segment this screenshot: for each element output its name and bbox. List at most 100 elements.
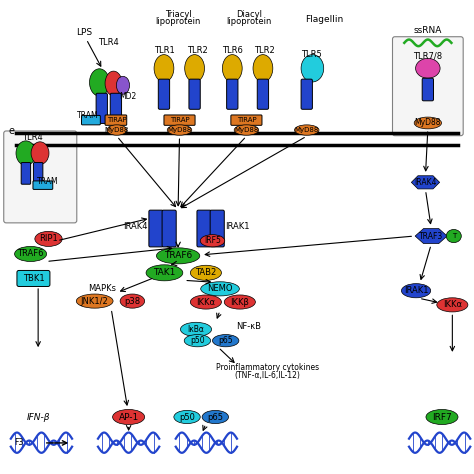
Text: IRF5: IRF5 xyxy=(204,236,221,245)
Text: p65: p65 xyxy=(219,336,233,345)
Text: AP-1: AP-1 xyxy=(118,412,139,421)
Ellipse shape xyxy=(113,410,145,425)
FancyBboxPatch shape xyxy=(105,115,127,125)
Text: TRAF6: TRAF6 xyxy=(18,249,44,258)
FancyBboxPatch shape xyxy=(422,78,434,101)
Text: TAB2: TAB2 xyxy=(195,268,217,277)
Text: IFN-β: IFN-β xyxy=(27,412,50,421)
FancyBboxPatch shape xyxy=(4,131,77,223)
Ellipse shape xyxy=(146,265,183,281)
FancyBboxPatch shape xyxy=(110,93,121,123)
Text: p50: p50 xyxy=(190,336,205,345)
FancyBboxPatch shape xyxy=(189,79,200,109)
Text: TIRAP: TIRAP xyxy=(107,117,127,123)
Text: lipoprotein: lipoprotein xyxy=(226,17,272,26)
Text: lipoprotein: lipoprotein xyxy=(155,17,201,26)
Ellipse shape xyxy=(224,295,255,309)
Polygon shape xyxy=(415,228,447,244)
Text: LPS: LPS xyxy=(76,27,92,36)
FancyBboxPatch shape xyxy=(164,115,195,125)
Text: MD2: MD2 xyxy=(119,92,137,101)
Text: IRAK4: IRAK4 xyxy=(414,178,437,187)
Text: MyD88: MyD88 xyxy=(294,127,319,133)
Text: MyD88: MyD88 xyxy=(167,127,191,133)
Ellipse shape xyxy=(181,322,211,337)
Text: Proinflammatory cytokines: Proinflammatory cytokines xyxy=(216,364,319,373)
FancyBboxPatch shape xyxy=(82,116,100,125)
Ellipse shape xyxy=(202,410,228,424)
Ellipse shape xyxy=(301,55,324,82)
Ellipse shape xyxy=(212,335,239,347)
Text: (TNF-α,IL-6,IL-12): (TNF-α,IL-6,IL-12) xyxy=(235,371,301,380)
FancyBboxPatch shape xyxy=(227,79,238,109)
Text: MyD88: MyD88 xyxy=(234,127,259,133)
Text: NF-κB: NF-κB xyxy=(236,322,261,331)
Text: MyD88: MyD88 xyxy=(105,127,129,133)
Text: IKKβ: IKKβ xyxy=(230,298,249,307)
Text: p65: p65 xyxy=(207,412,223,421)
Text: TRAM: TRAM xyxy=(77,111,99,120)
Text: TLR2: TLR2 xyxy=(187,46,207,55)
Ellipse shape xyxy=(222,55,242,82)
Text: TLR6: TLR6 xyxy=(222,46,243,55)
Text: p38: p38 xyxy=(124,297,140,306)
Ellipse shape xyxy=(31,142,49,164)
Text: TIRAP: TIRAP xyxy=(170,117,189,123)
Ellipse shape xyxy=(154,55,174,82)
Text: TLR7/8: TLR7/8 xyxy=(413,51,442,60)
Ellipse shape xyxy=(191,265,221,280)
FancyBboxPatch shape xyxy=(301,79,312,109)
Ellipse shape xyxy=(437,298,468,312)
Text: T: T xyxy=(452,233,456,239)
Ellipse shape xyxy=(156,248,200,264)
Text: IKKα: IKKα xyxy=(196,298,215,307)
Ellipse shape xyxy=(184,335,210,347)
Ellipse shape xyxy=(414,117,441,129)
Text: F3: F3 xyxy=(15,438,24,447)
FancyBboxPatch shape xyxy=(392,36,463,136)
Text: JNK1/2: JNK1/2 xyxy=(81,297,109,306)
Text: TRAF6: TRAF6 xyxy=(164,251,192,260)
FancyBboxPatch shape xyxy=(257,79,269,109)
Ellipse shape xyxy=(253,55,273,82)
Ellipse shape xyxy=(426,410,458,425)
Ellipse shape xyxy=(200,235,225,247)
FancyBboxPatch shape xyxy=(96,93,108,123)
Ellipse shape xyxy=(191,295,221,309)
FancyBboxPatch shape xyxy=(34,163,43,184)
Ellipse shape xyxy=(446,229,461,243)
Ellipse shape xyxy=(167,125,192,135)
FancyBboxPatch shape xyxy=(162,210,176,247)
Ellipse shape xyxy=(294,125,319,135)
Ellipse shape xyxy=(35,231,62,246)
Text: TBK1: TBK1 xyxy=(23,274,44,283)
Ellipse shape xyxy=(401,283,431,298)
Ellipse shape xyxy=(15,246,46,262)
Text: TLR5: TLR5 xyxy=(301,50,321,59)
Text: ssRNA: ssRNA xyxy=(414,26,442,35)
Text: IRAK1: IRAK1 xyxy=(225,222,250,231)
Text: IRAK1: IRAK1 xyxy=(404,286,428,295)
FancyBboxPatch shape xyxy=(21,163,31,184)
FancyBboxPatch shape xyxy=(158,79,170,109)
Ellipse shape xyxy=(76,294,113,308)
FancyBboxPatch shape xyxy=(197,210,211,247)
Text: TAK1: TAK1 xyxy=(153,268,176,277)
Text: p50: p50 xyxy=(179,412,195,421)
FancyBboxPatch shape xyxy=(231,115,262,125)
Text: IκBα: IκBα xyxy=(188,325,204,334)
Ellipse shape xyxy=(185,55,204,82)
Text: Flagellin: Flagellin xyxy=(305,15,343,24)
Ellipse shape xyxy=(234,125,259,135)
Text: MyD88: MyD88 xyxy=(415,118,441,128)
Polygon shape xyxy=(411,176,439,189)
Ellipse shape xyxy=(105,71,122,96)
Text: IKKα: IKKα xyxy=(443,301,462,310)
FancyBboxPatch shape xyxy=(149,210,163,247)
Ellipse shape xyxy=(16,141,36,165)
Text: Diacyl: Diacyl xyxy=(236,10,262,19)
Ellipse shape xyxy=(120,294,145,308)
FancyBboxPatch shape xyxy=(17,271,50,286)
Ellipse shape xyxy=(117,76,129,94)
Text: TRAF3: TRAF3 xyxy=(419,232,443,241)
